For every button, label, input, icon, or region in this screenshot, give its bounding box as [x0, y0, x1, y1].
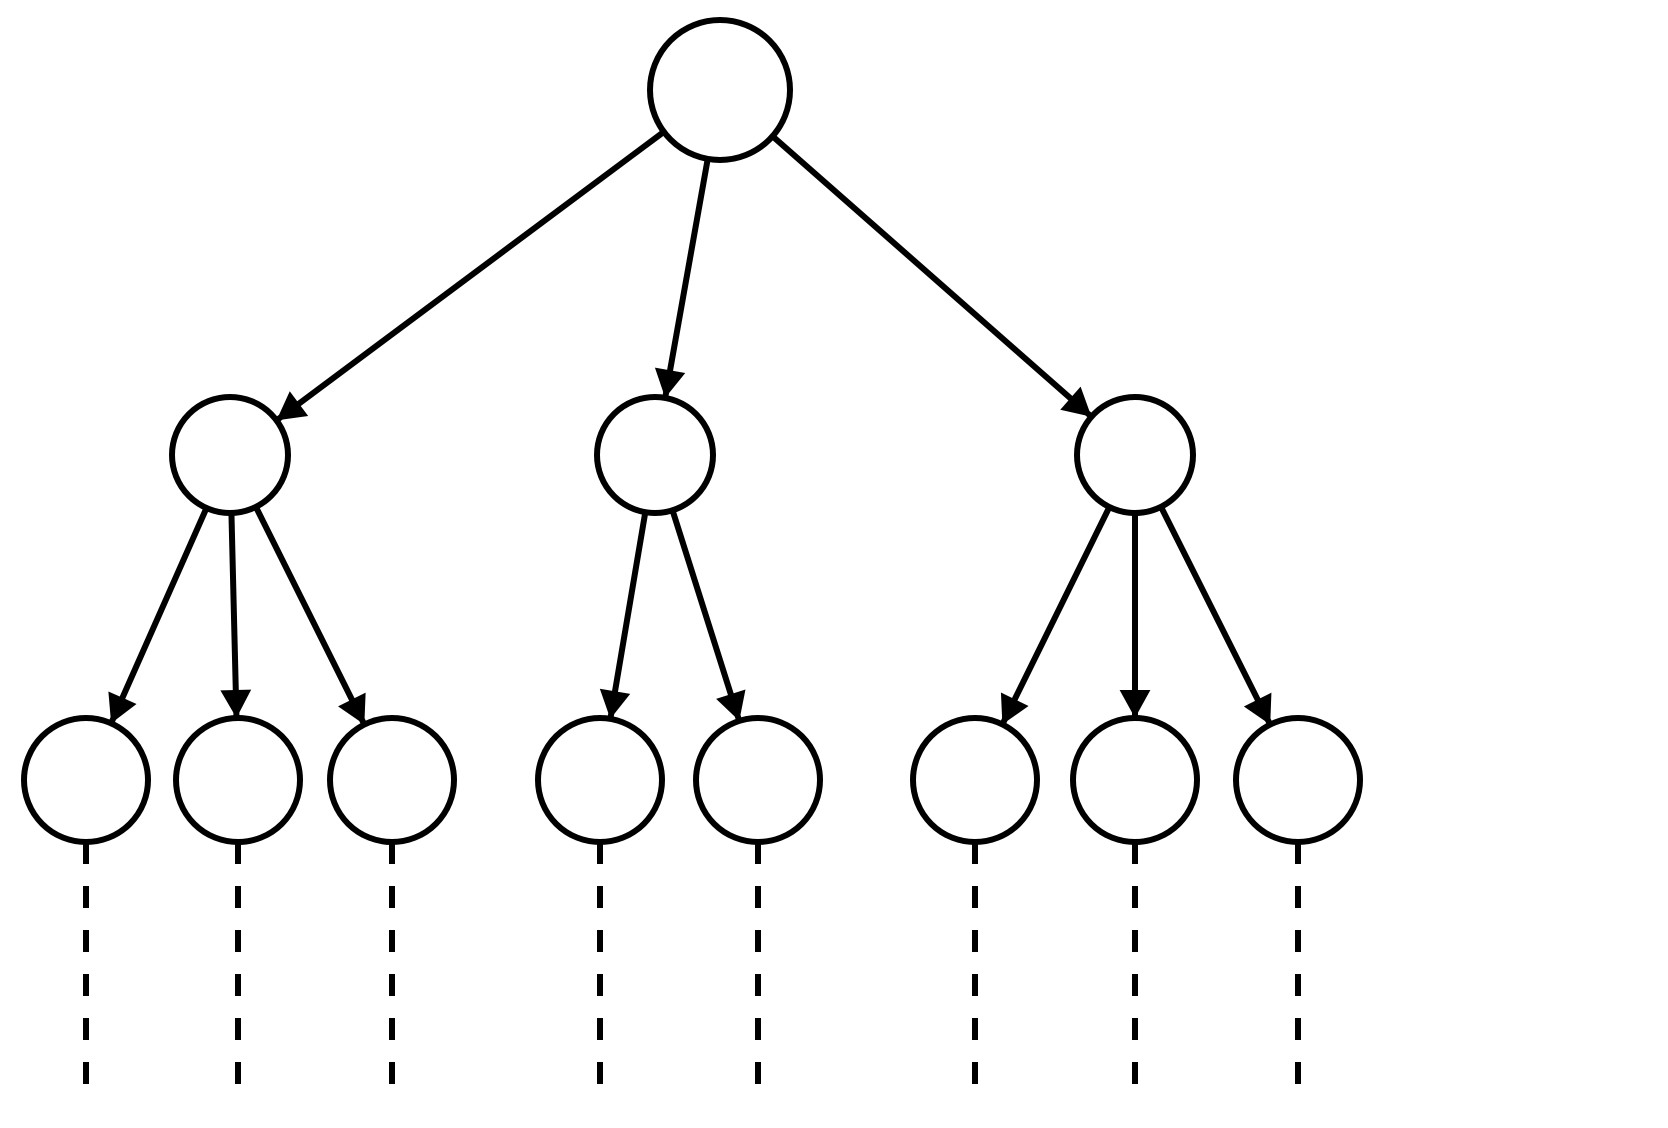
tree-node — [696, 718, 820, 842]
tree-node — [538, 718, 662, 842]
edge — [665, 159, 708, 398]
edge — [610, 512, 645, 719]
tree-node — [1073, 718, 1197, 842]
edge — [277, 132, 664, 421]
tree-diagram — [0, 0, 1668, 1128]
tree-node — [1236, 718, 1360, 842]
edge — [773, 136, 1092, 416]
tree-node — [650, 20, 790, 160]
nodes-layer — [24, 20, 1360, 842]
tree-node — [1077, 397, 1193, 513]
tree-node — [24, 718, 148, 842]
tree-node — [913, 718, 1037, 842]
tree-node — [330, 718, 454, 842]
tree-node — [597, 397, 713, 513]
edge — [1002, 507, 1109, 724]
edge — [1161, 507, 1270, 725]
continuation-layer — [86, 842, 1298, 1102]
edge — [111, 508, 206, 723]
edge — [256, 507, 364, 725]
tree-node — [172, 397, 288, 513]
tree-node — [176, 718, 300, 842]
edge — [231, 513, 236, 718]
edge — [673, 510, 740, 721]
